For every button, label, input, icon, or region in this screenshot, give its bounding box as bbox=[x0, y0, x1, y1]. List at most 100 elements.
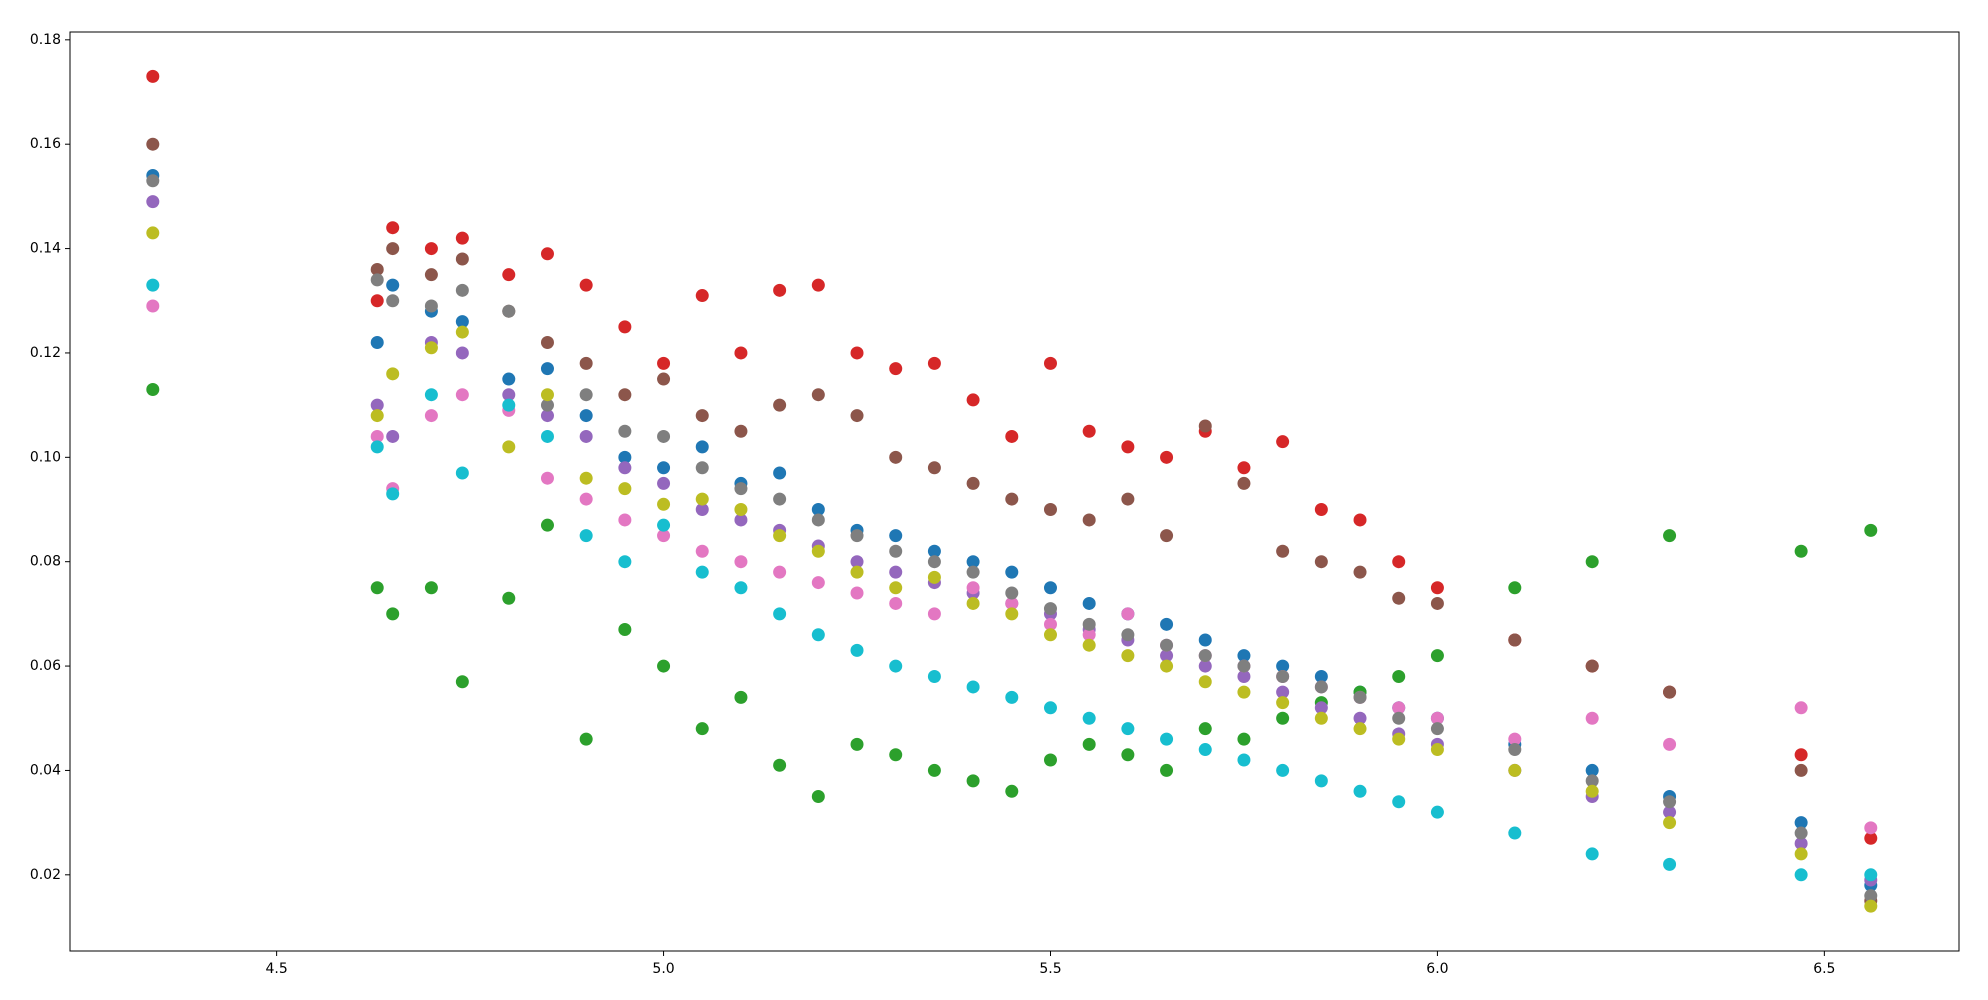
scatter-point bbox=[1353, 722, 1367, 736]
scatter-point bbox=[1237, 753, 1251, 767]
scatter-point bbox=[695, 503, 709, 517]
scatter-point bbox=[1353, 784, 1367, 798]
scatter-point bbox=[734, 482, 748, 496]
y-tick-label: 0.04 bbox=[30, 762, 61, 778]
scatter-point bbox=[579, 409, 593, 423]
scatter-point bbox=[1314, 701, 1328, 715]
y-tick-label: 0.08 bbox=[30, 554, 61, 570]
scatter-point bbox=[146, 382, 160, 396]
scatter-point bbox=[1160, 617, 1174, 631]
scatter-point bbox=[1043, 753, 1057, 767]
y-tick-label: 0.10 bbox=[30, 449, 61, 465]
scatter-point bbox=[579, 471, 593, 485]
scatter-point bbox=[1794, 868, 1808, 882]
scatter-point bbox=[734, 581, 748, 595]
scatter-point bbox=[540, 398, 554, 412]
scatter-point bbox=[1005, 429, 1019, 443]
scatter-point bbox=[370, 262, 384, 276]
scatter-point bbox=[370, 409, 384, 423]
scatter-point bbox=[1082, 737, 1096, 751]
scatter-point bbox=[1430, 722, 1444, 736]
scatter-point bbox=[966, 596, 980, 610]
scatter-point bbox=[1392, 732, 1406, 746]
scatter-point bbox=[773, 758, 787, 772]
scatter-point bbox=[657, 529, 671, 543]
scatter-point bbox=[579, 278, 593, 292]
scatter-point bbox=[455, 346, 469, 360]
scatter-point bbox=[1237, 659, 1251, 673]
scatter-point bbox=[1043, 503, 1057, 517]
scatter-point bbox=[1508, 763, 1522, 777]
scatter-point bbox=[927, 570, 941, 584]
scatter-point bbox=[1585, 774, 1599, 788]
scatter-point bbox=[1794, 826, 1808, 840]
scatter-point bbox=[850, 529, 864, 543]
scatter-point bbox=[1314, 555, 1328, 569]
scatter-point bbox=[889, 565, 903, 579]
scatter-point bbox=[1005, 690, 1019, 704]
scatter-point bbox=[386, 221, 400, 235]
scatter-point bbox=[424, 388, 438, 402]
scatter-point bbox=[1082, 596, 1096, 610]
scatter-point bbox=[1160, 450, 1174, 464]
y-tick-label: 0.16 bbox=[30, 136, 61, 152]
scatter-point bbox=[502, 440, 516, 454]
scatter-point bbox=[966, 476, 980, 490]
scatter-point bbox=[1585, 784, 1599, 798]
scatter-point bbox=[695, 289, 709, 303]
scatter-point bbox=[502, 388, 516, 402]
scatter-point bbox=[850, 409, 864, 423]
scatter-point bbox=[1198, 419, 1212, 433]
scatter-point bbox=[889, 544, 903, 558]
scatter-point bbox=[146, 278, 160, 292]
scatter-point bbox=[1276, 763, 1290, 777]
scatter-point bbox=[502, 304, 516, 318]
scatter-point bbox=[1430, 805, 1444, 819]
scatter-point bbox=[370, 336, 384, 350]
scatter-point bbox=[1082, 617, 1096, 631]
scatter-point bbox=[1864, 889, 1878, 903]
scatter-point bbox=[1005, 492, 1019, 506]
scatter-point bbox=[1585, 555, 1599, 569]
scatter-point bbox=[386, 487, 400, 501]
scatter-point bbox=[811, 388, 825, 402]
scatter-point bbox=[579, 429, 593, 443]
scatter-point bbox=[1276, 685, 1290, 699]
scatter-point bbox=[370, 429, 384, 443]
scatter-point bbox=[424, 341, 438, 355]
scatter-point bbox=[502, 591, 516, 605]
scatter-point bbox=[657, 659, 671, 673]
scatter-point bbox=[1663, 816, 1677, 830]
scatter-point bbox=[386, 278, 400, 292]
scatter-point bbox=[540, 409, 554, 423]
scatter-point bbox=[540, 247, 554, 261]
scatter-point bbox=[1121, 722, 1135, 736]
scatter-point bbox=[1794, 816, 1808, 830]
scatter-point bbox=[1237, 476, 1251, 490]
scatter-point bbox=[1237, 461, 1251, 475]
scatter-point bbox=[424, 581, 438, 595]
scatter-point bbox=[1392, 711, 1406, 725]
scatter-point bbox=[1005, 565, 1019, 579]
scatter-point bbox=[811, 628, 825, 642]
scatter-point bbox=[1430, 743, 1444, 757]
scatter-point bbox=[889, 581, 903, 595]
scatter-point bbox=[850, 643, 864, 657]
scatter-point bbox=[1353, 513, 1367, 527]
scatter-point bbox=[424, 242, 438, 256]
scatter-point bbox=[695, 409, 709, 423]
scatter-point bbox=[1043, 701, 1057, 715]
scatter-point bbox=[773, 565, 787, 579]
scatter-point bbox=[927, 544, 941, 558]
scatter-point bbox=[657, 518, 671, 532]
y-tick-label: 0.02 bbox=[30, 867, 61, 883]
scatter-point bbox=[1508, 581, 1522, 595]
scatter-point bbox=[1198, 649, 1212, 663]
scatter-point bbox=[618, 623, 632, 637]
scatter-point bbox=[889, 596, 903, 610]
y-tick-label: 0.18 bbox=[30, 32, 61, 48]
scatter-point bbox=[1794, 763, 1808, 777]
scatter-point bbox=[1794, 544, 1808, 558]
scatter-point bbox=[424, 409, 438, 423]
scatter-point bbox=[146, 299, 160, 313]
